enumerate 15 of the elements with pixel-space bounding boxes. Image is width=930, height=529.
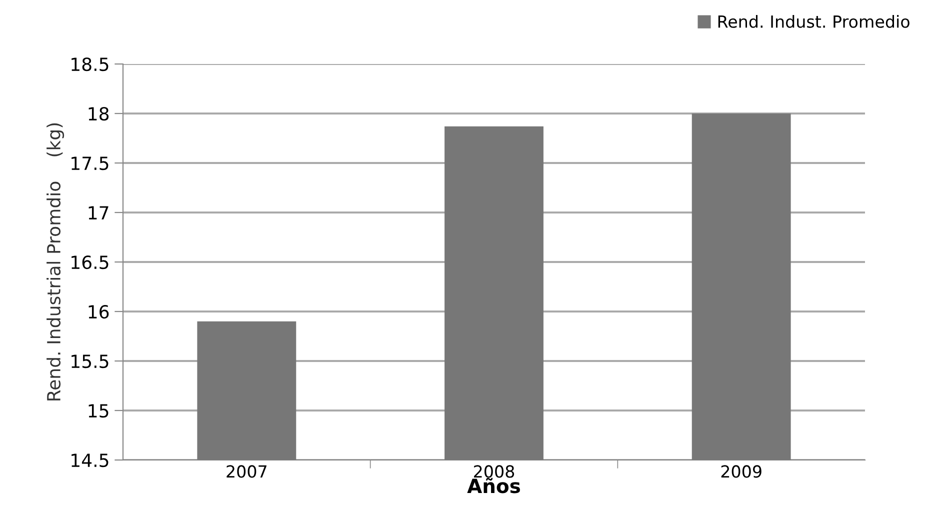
x-tick-label: 2008 <box>474 465 514 478</box>
x-tick-label: 2009 <box>721 465 762 478</box>
y-tick-label: 16 <box>88 304 109 319</box>
y-tick-label: 14.5 <box>72 454 108 468</box>
x-tick-label: 2007 <box>226 465 266 478</box>
y-tick-label: 17.5 <box>72 156 108 170</box>
x-axis-title: Años <box>467 478 520 494</box>
legend-label: Rend. Indust. Promedio <box>718 15 910 28</box>
y-tick-label: 15.5 <box>72 354 108 368</box>
y-tick-label: 16.5 <box>72 255 108 270</box>
y-tick-label: 18 <box>88 106 109 121</box>
y-tick-label: 18.5 <box>72 57 108 72</box>
y-tick-label: 15 <box>88 404 108 418</box>
y-tick-label: 17 <box>88 206 108 220</box>
y-axis-title: Rend. Industrial Promdio (kg) <box>46 123 64 400</box>
